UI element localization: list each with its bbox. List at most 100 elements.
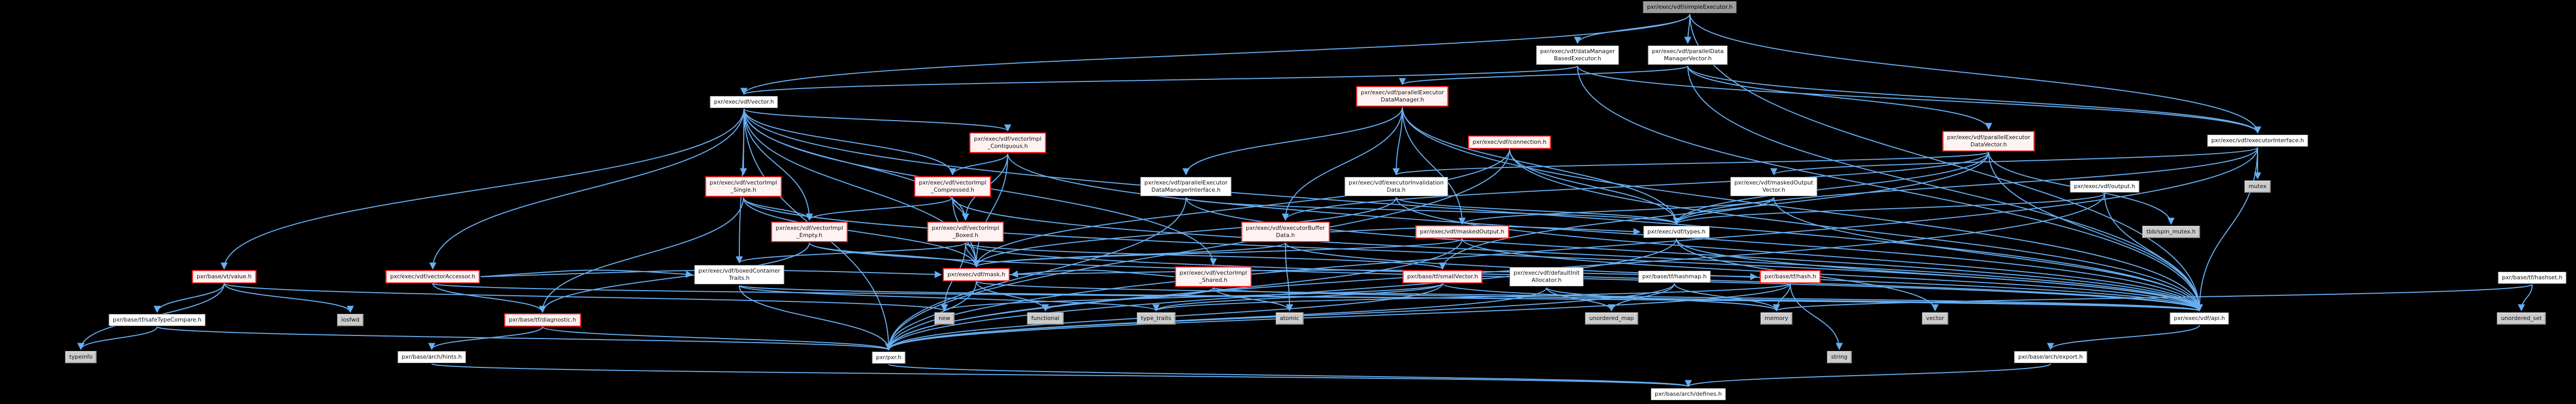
include-edge xyxy=(952,197,2203,312)
node-exec-interface[interactable]: pxr/exec/vdf/executorInterface.h xyxy=(2207,134,2308,147)
include-edge xyxy=(740,65,1578,95)
include-edge xyxy=(973,153,1008,268)
node-par-exec-dv[interactable]: pxr/exec/vdf/parallelExecutor DataVector.… xyxy=(1942,131,2035,152)
include-edge xyxy=(885,193,2105,351)
node-par-exec-dm[interactable]: pxr/exec/vdf/parallelExecutor DataManager… xyxy=(1356,86,1449,107)
include-edge xyxy=(1285,242,2203,312)
node-dm-based-exec[interactable]: pxr/exec/vdf/dataManager BasedExecutor.h xyxy=(1536,45,1619,65)
node-masked-out-vec[interactable]: pxr/exec/vdf/maskedOutput Vector.h xyxy=(1730,177,1818,196)
include-edge xyxy=(1685,363,2051,388)
include-edge xyxy=(1185,197,2203,312)
node-masked-out[interactable]: pxr/exec/vdf/maskedOutput.h xyxy=(1415,225,1509,239)
node-memory[interactable]: memory xyxy=(1760,312,1792,325)
include-edge xyxy=(1393,107,1403,176)
node-boxed-traits[interactable]: pxr/exec/vdf/boxedContainer Traits.h xyxy=(694,265,785,284)
node-par-dm-vector[interactable]: pxr/exec/vdf/parallelData ManagerVector.h xyxy=(1648,45,1728,65)
include-edge xyxy=(1673,147,2258,225)
node-vi-empty[interactable]: pxr/exec/vdf/vectorImpl _Empty.h xyxy=(771,222,848,242)
include-edge xyxy=(1608,283,1675,312)
node-simple-executor: pxr/exec/vdf/simpleExecutor.h xyxy=(1642,1,1737,13)
node-vi-single[interactable]: pxr/exec/vdf/vectorImpl _Single.h xyxy=(705,176,782,197)
include-edge xyxy=(973,197,1397,268)
node-mask-h[interactable]: pxr/exec/vdf/mask.h xyxy=(942,268,1010,281)
include-edge xyxy=(224,283,354,313)
node-pxr-pxr[interactable]: pxr/pxr.h xyxy=(872,351,906,364)
include-edge xyxy=(221,108,744,270)
node-def-init-alloc[interactable]: pxr/exec/vdf/defaultInit Allocator.h xyxy=(1509,267,1584,287)
node-typeinfo[interactable]: typeinfo xyxy=(65,351,97,363)
node-string-std[interactable]: string xyxy=(1827,351,1852,363)
include-edge xyxy=(806,197,953,221)
node-vi-shared[interactable]: pxr/exec/vdf/vectorImpl _Shared.h xyxy=(1175,266,1252,287)
include-edge xyxy=(1687,65,2203,312)
node-vector-std[interactable]: vector xyxy=(1922,312,1948,325)
node-vdf-api[interactable]: pxr/exec/vdf/api.h xyxy=(2170,312,2229,325)
include-edge xyxy=(1393,152,1989,176)
node-diagnostic[interactable]: pxr/base/tf/diagnostic.h xyxy=(504,313,581,327)
include-edge xyxy=(157,326,892,351)
include-edge xyxy=(1773,197,2203,312)
node-vt-value[interactable]: pxr/base/vt/value.h xyxy=(192,270,257,283)
include-edge xyxy=(1988,152,2203,312)
node-hashmap[interactable]: pxr/base/tf/hashmap.h xyxy=(1638,271,1711,283)
node-arch-hints[interactable]: pxr/base/arch/hints.h xyxy=(397,351,466,363)
include-edge xyxy=(1673,152,1989,225)
include-edge xyxy=(739,285,2202,312)
include-edge xyxy=(2104,193,2203,312)
include-edge xyxy=(2518,284,2533,312)
include-edge xyxy=(428,326,543,350)
node-functional[interactable]: functional xyxy=(1027,312,1064,325)
include-edge xyxy=(1689,13,2261,134)
node-atomic[interactable]: atomic xyxy=(1276,312,1303,325)
node-arch-defines[interactable]: pxr/base/arch/defines.h xyxy=(1650,388,1726,400)
node-tbb-spin[interactable]: tbb/spin_mutex.h xyxy=(2142,226,2200,238)
include-edge xyxy=(739,285,892,351)
include-edge xyxy=(1182,107,1403,176)
include-edge xyxy=(965,242,1446,270)
include-edge xyxy=(743,108,956,176)
include-edge xyxy=(973,148,1510,268)
node-hash-h[interactable]: pxr/base/tf/hash.h xyxy=(1759,270,1821,283)
node-vi-compressed[interactable]: pxr/exec/vdf/vectorImpl _Compressed.h xyxy=(914,176,991,197)
include-edge xyxy=(973,242,1286,268)
include-edge xyxy=(1402,107,1680,225)
node-iosfwd[interactable]: iosfwd xyxy=(337,314,364,326)
node-types-h[interactable]: pxr/exec/vdf/types.h xyxy=(1643,226,1710,238)
include-edge xyxy=(1689,13,2203,312)
include-edge xyxy=(1676,238,2203,312)
node-small-vector[interactable]: pxr/base/tf/smallVector.h xyxy=(1402,270,1483,283)
node-arch-export[interactable]: pxr/base/arch/export.h xyxy=(2014,351,2087,363)
node-exec-invalid[interactable]: pxr/exec/vdf/executorInvalidation Data.h xyxy=(1344,177,1448,196)
node-par-exec-dmi[interactable]: pxr/exec/vdf/parallelExecutor DataManager… xyxy=(1140,177,1232,196)
include-edge xyxy=(885,148,1510,351)
node-safe-type-cmp[interactable]: pxr/base/tf/safeTypeCompare.h xyxy=(108,314,206,326)
include-edge xyxy=(941,283,1443,312)
node-vi-boxed[interactable]: pxr/exec/vdf/vectorImpl _Boxed.h xyxy=(927,222,1004,242)
include-edge xyxy=(1399,65,1688,86)
node-connection[interactable]: pxr/exec/vdf/connection.h xyxy=(1468,136,1551,149)
include-edge xyxy=(1462,238,2203,312)
include-edge xyxy=(1577,65,2261,134)
node-exec-buffer[interactable]: pxr/exec/vdf/executorBuffer Data.h xyxy=(1241,222,1330,242)
node-hashset[interactable]: pxr/base/tf/hashset.h xyxy=(2498,272,2567,284)
node-output-h[interactable]: pxr/exec/vdf/output.h xyxy=(2070,180,2140,193)
node-mutex[interactable]: mutex xyxy=(2244,180,2271,193)
node-vi-contiguous[interactable]: pxr/exec/vdf/vectorImpl _Contiguous.h xyxy=(969,132,1046,153)
include-edge xyxy=(1007,153,2203,312)
include-edge xyxy=(1402,107,2203,312)
include-edge xyxy=(976,281,1049,312)
include-edge xyxy=(1285,242,1293,312)
node-new-[interactable]: new xyxy=(934,312,955,325)
node-unordered-map[interactable]: unordered_map xyxy=(1585,312,1638,325)
include-edge xyxy=(2047,325,2200,350)
include-edge xyxy=(1546,287,1780,312)
node-unordered-set[interactable]: unordered_set xyxy=(2497,312,2546,325)
node-vec-accessor[interactable]: pxr/exec/vdf/vectorAccessor.h xyxy=(385,270,480,283)
node-type-traits[interactable]: type_traits xyxy=(1137,312,1176,325)
include-edge xyxy=(1396,197,1680,225)
include-edge xyxy=(1509,148,2203,312)
include-edge xyxy=(542,326,892,351)
include-edge xyxy=(740,13,1690,95)
node-vector-h[interactable]: pxr/exec/vdf/vector.h xyxy=(709,96,778,108)
include-edge xyxy=(743,108,2203,312)
